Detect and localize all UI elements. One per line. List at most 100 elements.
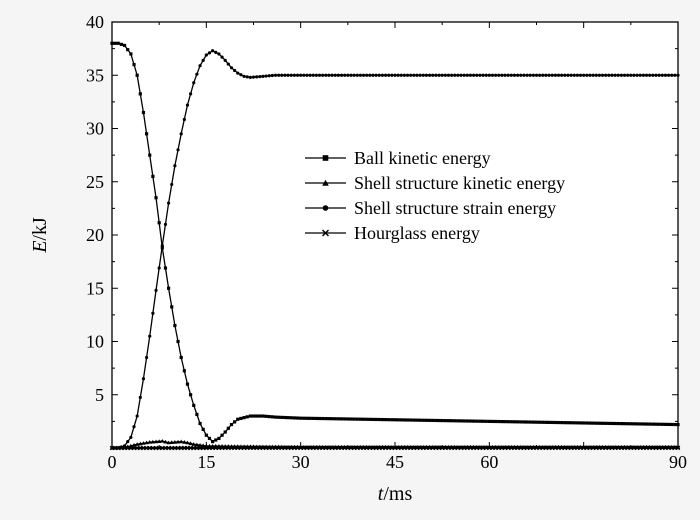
marker-square: [220, 433, 224, 437]
marker-square: [597, 421, 601, 425]
marker-circle: [355, 73, 359, 77]
marker-circle: [415, 73, 419, 77]
marker-square: [135, 73, 139, 77]
marker-circle: [148, 334, 152, 338]
y-axis-unit: /kJ: [29, 217, 51, 241]
marker-circle: [226, 62, 230, 66]
marker-circle: [132, 425, 136, 429]
marker-square: [132, 63, 136, 67]
marker-square: [472, 419, 476, 423]
marker-circle: [258, 74, 262, 79]
marker-square: [211, 440, 215, 444]
marker-square: [516, 420, 520, 424]
marker-square: [481, 419, 485, 423]
marker-circle: [154, 288, 158, 292]
marker-square: [333, 417, 337, 421]
marker-circle: [173, 164, 177, 168]
marker-circle: [195, 72, 199, 76]
marker-circle: [632, 73, 636, 77]
series-layer: [109, 41, 681, 451]
marker-circle: [531, 73, 535, 77]
x-tick-label: 45: [386, 452, 404, 472]
marker-square: [355, 417, 359, 421]
marker-square: [195, 412, 199, 417]
marker-square: [330, 417, 334, 421]
marker-circle: [151, 311, 155, 315]
marker-square: [151, 174, 155, 179]
marker-square: [450, 419, 454, 423]
marker-circle: [594, 73, 598, 77]
marker-circle: [660, 73, 664, 77]
marker-square: [465, 419, 469, 423]
marker-circle: [626, 73, 630, 77]
marker-square: [336, 417, 340, 421]
x-axis-title: t/ms: [378, 483, 413, 505]
marker-circle: [676, 73, 680, 77]
marker-square: [286, 416, 290, 420]
marker-circle: [182, 117, 186, 122]
marker-circle: [481, 73, 485, 77]
marker-circle: [368, 73, 372, 77]
marker-square: [610, 421, 614, 426]
marker-circle: [534, 73, 539, 77]
marker-square: [110, 41, 114, 45]
marker-circle: [556, 73, 561, 77]
marker-circle: [201, 58, 205, 62]
marker-circle: [459, 73, 463, 77]
marker-square: [676, 422, 680, 427]
marker-circle: [248, 75, 252, 79]
marker-square: [635, 422, 639, 426]
marker-square: [421, 418, 425, 422]
marker-circle: [402, 73, 407, 77]
marker-square: [531, 420, 535, 424]
x-tick-label: 30: [292, 452, 310, 472]
marker-square: [233, 420, 237, 424]
marker-triangle: [135, 442, 140, 446]
marker-circle: [299, 73, 303, 77]
marker-circle: [585, 73, 589, 77]
marker-circle: [311, 73, 315, 77]
marker-triangle: [188, 441, 193, 446]
marker-square: [399, 418, 403, 422]
legend-label: Ball kinetic energy: [354, 148, 491, 168]
marker-circle: [261, 74, 265, 78]
marker-circle: [396, 73, 400, 77]
marker-square: [176, 339, 180, 344]
marker-square: [622, 422, 627, 426]
marker-circle: [475, 73, 479, 77]
marker-circle: [519, 73, 523, 77]
marker-circle: [547, 73, 551, 77]
marker-triangle: [322, 179, 329, 186]
marker-triangle: [197, 442, 203, 447]
marker-square: [585, 421, 589, 425]
marker-triangle: [191, 442, 196, 446]
marker-triangle: [182, 440, 187, 444]
marker-circle: [522, 73, 526, 77]
marker-circle: [207, 51, 212, 55]
marker-triangle: [150, 439, 155, 444]
marker-square: [629, 422, 633, 426]
marker-circle: [277, 73, 281, 77]
marker-circle: [569, 73, 573, 77]
marker-square: [217, 436, 221, 441]
marker-triangle: [163, 439, 168, 444]
marker-square: [632, 422, 636, 426]
marker-square: [311, 416, 315, 420]
marker-circle: [465, 73, 469, 77]
marker-square: [248, 414, 252, 418]
marker-square: [616, 421, 620, 426]
marker-square: [500, 419, 504, 424]
marker-circle: [387, 73, 391, 77]
marker-circle: [358, 73, 363, 77]
marker-square: [283, 415, 287, 420]
marker-square: [478, 419, 482, 423]
marker-circle: [163, 222, 168, 226]
marker-square: [619, 422, 623, 426]
marker-circle: [292, 73, 296, 77]
marker-circle: [503, 73, 507, 77]
marker-circle: [497, 73, 501, 77]
marker-square: [204, 433, 208, 437]
marker-triangle: [194, 442, 199, 447]
marker-square: [292, 416, 296, 420]
marker-circle: [412, 73, 416, 77]
